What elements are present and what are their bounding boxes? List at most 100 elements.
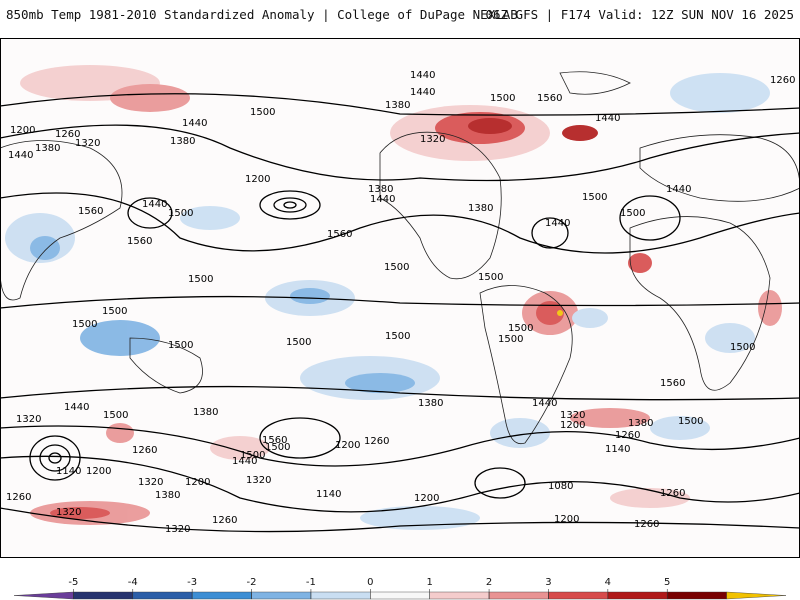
contour-label: 1500 bbox=[620, 208, 645, 219]
model-run-info: 06Z GFS | F174 Valid: 12Z SUN NOV 16 202… bbox=[485, 7, 794, 22]
contour-label: 1260 bbox=[770, 75, 795, 86]
contour-label: 1500 bbox=[250, 107, 275, 118]
contour-label: 1500 bbox=[72, 319, 97, 330]
contour-label: 1500 bbox=[103, 410, 128, 421]
contour-label: 1500 bbox=[498, 334, 523, 345]
colorbar-swatch bbox=[726, 591, 787, 600]
contour-label: 1200 bbox=[245, 174, 270, 185]
contour-label: 1500 bbox=[478, 272, 503, 283]
contour-label: 1440 bbox=[545, 218, 570, 229]
contour-label: 1380 bbox=[418, 398, 443, 409]
contour-label: 1560 bbox=[78, 206, 103, 217]
contour-label: 1440 bbox=[532, 398, 557, 409]
contour-label: 1560 bbox=[660, 378, 685, 389]
colorbar-swatch bbox=[191, 591, 252, 600]
contour-label: 1500 bbox=[168, 340, 193, 351]
contour-label: 1320 bbox=[246, 475, 271, 486]
contour-label: 1260 bbox=[55, 129, 80, 140]
contour-label: 1380 bbox=[155, 490, 180, 501]
contour-label: 1440 bbox=[8, 150, 33, 161]
contour-label: 1260 bbox=[132, 445, 157, 456]
colorbar-swatch bbox=[251, 591, 312, 600]
map-background bbox=[0, 38, 800, 558]
contour-label: 1200 bbox=[560, 420, 585, 431]
contour-label: 1380 bbox=[468, 203, 493, 214]
contour-label: 1200 bbox=[185, 477, 210, 488]
colorbar-swatch bbox=[13, 591, 74, 600]
contour-label: 1320 bbox=[56, 507, 81, 518]
colorbar: -5 -4 -3 -2 -1 0 1 2 3 4 5 bbox=[13, 577, 787, 600]
contour-label: 1320 bbox=[165, 524, 190, 535]
contour-label: 1500 bbox=[102, 306, 127, 317]
contour-label: 1440 bbox=[64, 402, 89, 413]
colorbar-swatch bbox=[607, 591, 668, 600]
contour-label: 1500 bbox=[678, 416, 703, 427]
colorbar-tick-label: -3 bbox=[187, 577, 197, 588]
colorbar-tick-label: 0 bbox=[367, 577, 373, 588]
colorbar-swatch bbox=[370, 591, 430, 600]
colorbar-tick-label: -2 bbox=[247, 577, 257, 588]
contour-label: 1200 bbox=[335, 440, 360, 451]
colorbar-swatch bbox=[429, 591, 490, 600]
contour-label: 1440 bbox=[370, 194, 395, 205]
contour-label: 1380 bbox=[193, 407, 218, 418]
contour-label: 1140 bbox=[316, 489, 341, 500]
contour-label: 1500 bbox=[582, 192, 607, 203]
contour-label: 1560 bbox=[327, 229, 352, 240]
contour-label: 1260 bbox=[6, 492, 31, 503]
contour-label: 1500 bbox=[168, 208, 193, 219]
colorbar-tick-label: 5 bbox=[664, 577, 670, 588]
contour-label: 1440 bbox=[666, 184, 691, 195]
contour-label: 1500 bbox=[384, 262, 409, 273]
contour-label: 1440 bbox=[410, 70, 435, 81]
contour-label-layer: 1440 1260 1440 1500 1560 1380 1500 1440 … bbox=[6, 70, 795, 535]
colorbar-tick-label: 4 bbox=[605, 577, 611, 588]
contour-label: 1560 bbox=[127, 236, 152, 247]
contour-label: 1380 bbox=[368, 184, 393, 195]
contour-label: 1320 bbox=[75, 138, 100, 149]
contour-label: 1560 bbox=[537, 93, 562, 104]
contour-label: 1140 bbox=[56, 466, 81, 477]
colorbar-swatch bbox=[488, 591, 549, 600]
contour-label: 1440 bbox=[142, 199, 167, 210]
contour-label: 1500 bbox=[265, 442, 290, 453]
colorbar-tick-label: -1 bbox=[306, 577, 316, 588]
contour-label: 1500 bbox=[730, 342, 755, 353]
contour-label: 1320 bbox=[420, 134, 445, 145]
contour-label: 1140 bbox=[605, 444, 630, 455]
colorbar-swatches bbox=[13, 591, 787, 600]
contour-label: 1500 bbox=[508, 323, 533, 334]
contour-label: 1260 bbox=[364, 436, 389, 447]
world-map: 1440 1260 1440 1500 1560 1380 1500 1440 … bbox=[0, 38, 800, 558]
contour-label: 1260 bbox=[615, 430, 640, 441]
contour-label: 1380 bbox=[170, 136, 195, 147]
contour-label: 1380 bbox=[628, 418, 653, 429]
contour-label: 1200 bbox=[414, 493, 439, 504]
colorbar-swatch bbox=[667, 591, 727, 600]
coastlines bbox=[0, 71, 800, 445]
colorbar-tick-label: 2 bbox=[486, 577, 492, 588]
contour-label: 1260 bbox=[212, 515, 237, 526]
colorbar-tick-label: -4 bbox=[128, 577, 138, 588]
contour-label: 1500 bbox=[188, 274, 213, 285]
height-contours bbox=[0, 93, 800, 533]
contour-label: 1560 bbox=[262, 435, 287, 446]
contour-label: 1440 bbox=[182, 118, 207, 129]
contour-label: 1500 bbox=[490, 93, 515, 104]
contour-label: 1080 bbox=[548, 481, 573, 492]
contour-label: 1320 bbox=[138, 477, 163, 488]
colorbar-ticks: -5 -4 -3 -2 -1 0 1 2 3 4 5 bbox=[68, 577, 670, 599]
colorbar-tick-label: 1 bbox=[427, 577, 433, 588]
contour-label: 1260 bbox=[634, 519, 659, 530]
contour-label: 1500 bbox=[286, 337, 311, 348]
colorbar-swatch bbox=[132, 591, 193, 600]
contour-label: 1200 bbox=[554, 514, 579, 525]
contour-label: 1440 bbox=[232, 456, 257, 467]
contour-label: 1500 bbox=[240, 450, 265, 461]
contour-label: 1380 bbox=[35, 143, 60, 154]
contour-label: 1200 bbox=[86, 466, 111, 477]
map-title: 850mb Temp 1981-2010 Standardized Anomal… bbox=[6, 7, 518, 22]
colorbar-tick-label: -5 bbox=[68, 577, 78, 588]
contour-label: 1440 bbox=[410, 87, 435, 98]
colorbar-swatch bbox=[310, 591, 371, 600]
